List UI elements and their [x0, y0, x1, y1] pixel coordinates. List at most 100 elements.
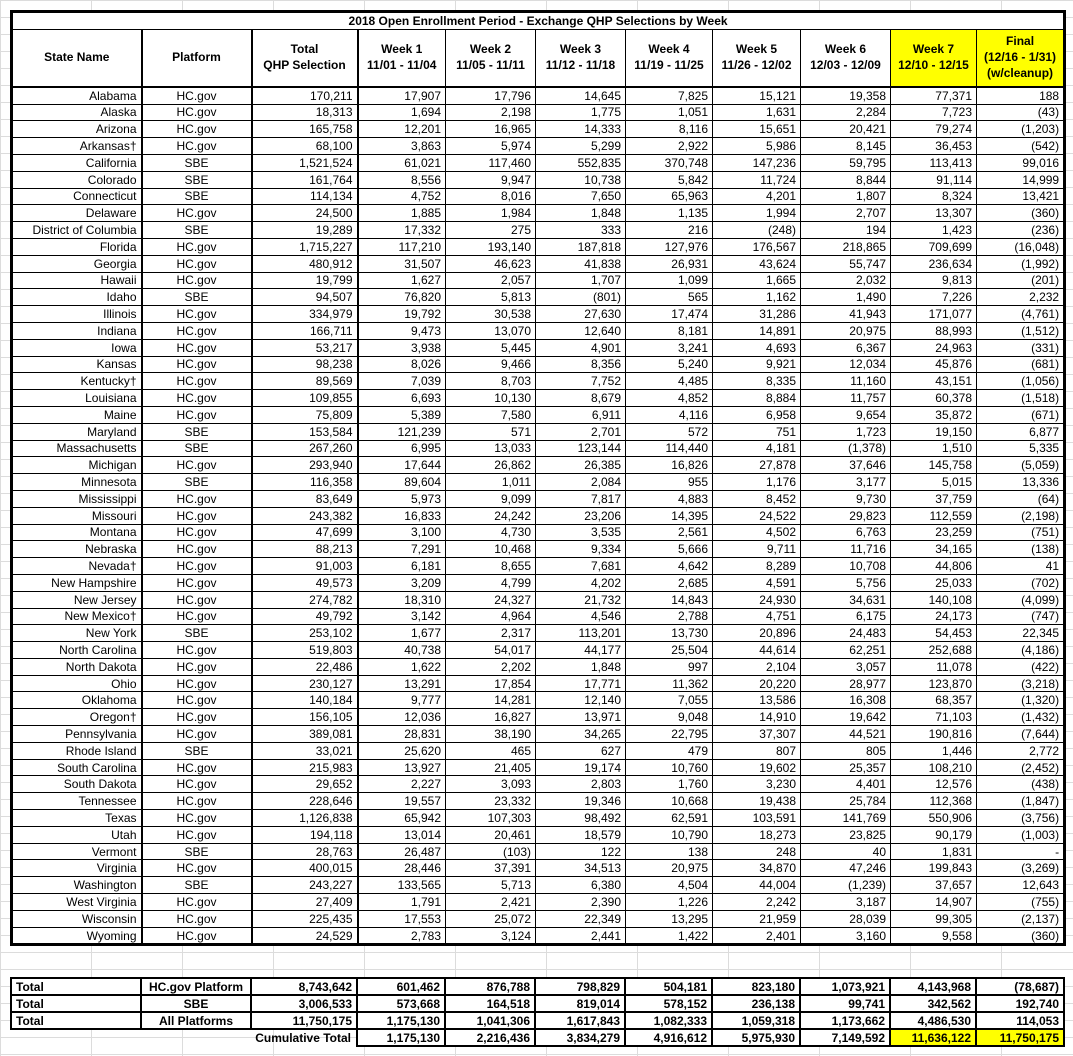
value-cell[interactable]: 11,362: [625, 674, 713, 693]
value-cell[interactable]: 9,473: [357, 321, 446, 340]
state-name-cell[interactable]: Wisconsin: [11, 909, 143, 928]
platform-cell[interactable]: HC.gov: [141, 792, 253, 811]
value-cell[interactable]: (1,512): [975, 321, 1066, 340]
value-cell[interactable]: 9,099: [445, 489, 536, 508]
state-name-cell[interactable]: West Virginia: [11, 893, 143, 911]
value-cell[interactable]: 8,356: [535, 355, 626, 374]
platform-cell[interactable]: SBE: [141, 422, 253, 441]
value-cell[interactable]: 68,357: [890, 691, 977, 710]
value-cell[interactable]: (7,644): [975, 725, 1066, 743]
value-cell[interactable]: 1,807: [800, 187, 891, 206]
value-cell[interactable]: 4,642: [625, 557, 713, 575]
value-cell[interactable]: 1,176: [712, 473, 801, 491]
value-cell[interactable]: 6,380: [535, 876, 626, 895]
value-cell[interactable]: 2,561: [625, 523, 713, 542]
value-cell[interactable]: 1,631: [712, 103, 801, 122]
value-cell[interactable]: 12,643: [975, 876, 1066, 895]
value-cell[interactable]: 187,818: [535, 237, 626, 256]
value-cell[interactable]: 37,646: [800, 456, 891, 475]
value-cell[interactable]: 7,580: [445, 405, 536, 424]
value-cell[interactable]: 7,039: [357, 372, 446, 391]
value-cell[interactable]: 20,975: [625, 859, 713, 878]
column-header-final[interactable]: Final (12/16 - 1/31) (w/cleanup): [975, 28, 1066, 88]
value-cell[interactable]: 274,782: [251, 590, 359, 609]
value-cell[interactable]: 479: [625, 741, 713, 760]
value-cell[interactable]: 18,310: [357, 590, 446, 609]
platform-cell[interactable]: HC.gov: [141, 674, 253, 693]
value-cell[interactable]: 6,995: [357, 439, 446, 458]
total-value-cell[interactable]: 1,175,130: [356, 1011, 446, 1030]
value-cell[interactable]: 5,445: [445, 338, 536, 357]
platform-cell[interactable]: SBE: [141, 170, 253, 189]
value-cell[interactable]: 47,699: [251, 523, 359, 542]
value-cell[interactable]: 8,145: [800, 137, 891, 155]
value-cell[interactable]: 24,242: [445, 506, 536, 525]
value-cell[interactable]: 19,642: [800, 708, 891, 727]
value-cell[interactable]: 103,591: [712, 809, 801, 827]
platform-cell[interactable]: HC.gov: [141, 859, 253, 878]
value-cell[interactable]: 14,395: [625, 506, 713, 525]
value-cell[interactable]: 14,843: [625, 590, 713, 609]
value-cell[interactable]: 5,389: [357, 405, 446, 424]
value-cell[interactable]: 12,640: [535, 321, 626, 340]
value-cell[interactable]: 9,711: [712, 540, 801, 559]
value-cell[interactable]: 1,162: [712, 288, 801, 307]
value-cell[interactable]: 26,385: [535, 456, 626, 475]
value-cell[interactable]: 2,421: [445, 893, 536, 911]
value-cell[interactable]: 140,108: [890, 590, 977, 609]
value-cell[interactable]: 2,707: [800, 204, 891, 223]
value-cell[interactable]: 7,752: [535, 372, 626, 391]
value-cell[interactable]: 243,382: [251, 506, 359, 525]
platform-cell[interactable]: HC.gov: [141, 237, 253, 256]
state-name-cell[interactable]: Rhode Island: [11, 741, 143, 760]
column-header-week-1[interactable]: Week 1 11/01 - 11/04: [357, 28, 446, 88]
value-cell[interactable]: 1,422: [625, 926, 713, 946]
value-cell[interactable]: 1,135: [625, 204, 713, 223]
total-label-cell[interactable]: Total: [10, 994, 142, 1013]
value-cell[interactable]: 230,127: [251, 674, 359, 693]
value-cell[interactable]: 62,251: [800, 641, 891, 659]
cumulative-value-cell[interactable]: 4,916,612: [624, 1028, 713, 1047]
value-cell[interactable]: 44,521: [800, 725, 891, 743]
cumulative-value-cell[interactable]: 3,834,279: [534, 1028, 626, 1047]
value-cell[interactable]: 2,788: [625, 607, 713, 626]
value-cell[interactable]: 108,210: [890, 758, 977, 777]
state-name-cell[interactable]: California: [11, 153, 143, 172]
state-name-cell[interactable]: Indiana: [11, 321, 143, 340]
value-cell[interactable]: 10,468: [445, 540, 536, 559]
platform-cell[interactable]: HC.gov: [141, 893, 253, 911]
platform-cell[interactable]: HC.gov: [141, 809, 253, 827]
state-name-cell[interactable]: Washington: [11, 876, 143, 895]
value-cell[interactable]: 2,057: [445, 271, 536, 290]
state-name-cell[interactable]: Vermont: [11, 842, 143, 861]
value-cell[interactable]: 4,201: [712, 187, 801, 206]
value-cell[interactable]: 7,825: [625, 86, 713, 105]
state-name-cell[interactable]: Montana: [11, 523, 143, 542]
value-cell[interactable]: 9,048: [625, 708, 713, 727]
value-cell[interactable]: 25,784: [800, 792, 891, 811]
state-name-cell[interactable]: Ohio: [11, 674, 143, 693]
value-cell[interactable]: 55,747: [800, 254, 891, 273]
state-name-cell[interactable]: Oregon†: [11, 708, 143, 727]
value-cell[interactable]: 1,791: [357, 893, 446, 911]
value-cell[interactable]: 24,963: [890, 338, 977, 357]
value-cell[interactable]: 6,763: [800, 523, 891, 542]
platform-cell[interactable]: HC.gov: [141, 86, 253, 105]
value-cell[interactable]: 9,466: [445, 355, 536, 374]
value-cell[interactable]: (2,198): [975, 506, 1066, 525]
value-cell[interactable]: 17,907: [357, 86, 446, 105]
value-cell[interactable]: 5,666: [625, 540, 713, 559]
value-cell[interactable]: 17,644: [357, 456, 446, 475]
value-cell[interactable]: 65,963: [625, 187, 713, 206]
platform-cell[interactable]: HC.gov: [141, 708, 253, 727]
value-cell[interactable]: 24,529: [251, 926, 359, 946]
total-value-cell[interactable]: 1,041,306: [444, 1011, 536, 1030]
value-cell[interactable]: 193,140: [445, 237, 536, 256]
value-cell[interactable]: 4,502: [712, 523, 801, 542]
value-cell[interactable]: 400,015: [251, 859, 359, 878]
value-cell[interactable]: 2,032: [800, 271, 891, 290]
value-cell[interactable]: 3,124: [445, 926, 536, 946]
value-cell[interactable]: 43,151: [890, 372, 977, 391]
state-name-cell[interactable]: Michigan: [11, 456, 143, 475]
column-header-week-4[interactable]: Week 4 11/19 - 11/25: [625, 28, 713, 88]
